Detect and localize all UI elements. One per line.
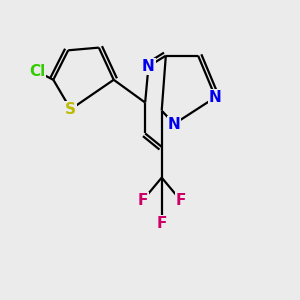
Text: N: N [142, 59, 155, 74]
Text: F: F [157, 216, 167, 231]
Text: S: S [65, 102, 76, 117]
Text: N: N [209, 90, 222, 105]
Text: F: F [137, 193, 148, 208]
Text: Cl: Cl [29, 64, 46, 79]
Text: N: N [168, 116, 181, 131]
Text: F: F [176, 193, 186, 208]
